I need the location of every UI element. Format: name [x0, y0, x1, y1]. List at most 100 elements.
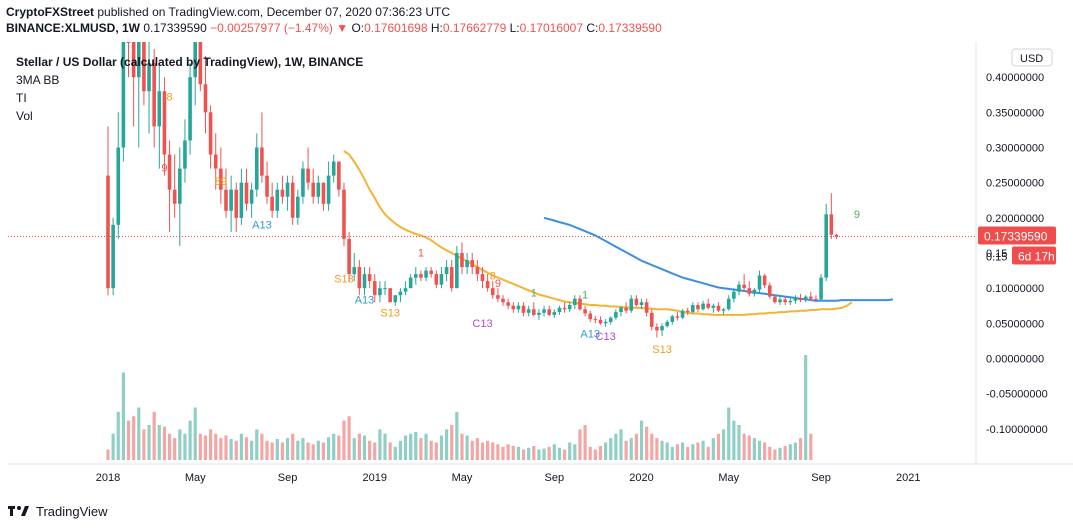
volume-bar [229, 439, 233, 460]
volume-bar [598, 446, 603, 460]
volume-bar [444, 429, 449, 460]
candle-body [203, 84, 208, 113]
volume-bar [316, 440, 320, 460]
volume-bar [214, 433, 218, 460]
volume-bar [111, 433, 115, 460]
volume-bar [624, 440, 628, 460]
volume-bar [280, 442, 285, 460]
candle-body [578, 298, 582, 310]
candle-body [593, 319, 598, 321]
candle-body [419, 274, 423, 278]
candle-body [767, 285, 772, 297]
y-tick-label: 0.10000000 [986, 283, 1044, 295]
volume-bar [383, 433, 387, 460]
candle-body [372, 281, 377, 296]
candle-body [213, 154, 218, 169]
volume-bar [521, 449, 526, 460]
volume-bar [804, 355, 808, 460]
x-tick-label: 2021 [896, 472, 920, 484]
candle-body [388, 288, 392, 303]
chart-area[interactable]: 0.40000000 0.35000000 0.30000000 0.25000000… [8, 42, 1073, 487]
candle-body [326, 175, 331, 204]
indicator-ti[interactable]: TI [16, 91, 27, 105]
open-label: O: [351, 21, 365, 35]
volume-bar [291, 433, 295, 460]
volume-bar [716, 433, 721, 460]
volume-bar [573, 444, 577, 460]
candle-body [157, 91, 162, 127]
volume-bar [265, 440, 269, 460]
volume-bar [152, 411, 156, 460]
volume-bar [167, 433, 172, 460]
candle-body [803, 296, 808, 301]
y-tick-label: 0.40000000 [986, 72, 1044, 84]
volume-bar [583, 425, 587, 460]
y-tick-label: 0.05000000 [986, 318, 1044, 330]
volume-bar [732, 420, 736, 460]
volume-bar [419, 438, 423, 460]
candle-body [819, 277, 823, 300]
volume-bar [660, 440, 664, 460]
candle-body [183, 140, 187, 169]
candle-body [506, 302, 510, 306]
candle-body [608, 317, 613, 322]
published-text: published on TradingView.com, December 0… [97, 5, 451, 19]
candle-body [547, 309, 551, 315]
candle-body [778, 299, 782, 303]
volume-bar [537, 449, 541, 460]
volume-bar [188, 420, 192, 460]
candle-body [598, 319, 603, 324]
partial-tick-label: 0.15 [986, 252, 1007, 264]
td-sequential-label: 8 [166, 91, 172, 103]
candle-body [757, 275, 762, 290]
candle-body [711, 305, 716, 308]
price-chart-svg[interactable]: 0.40000000 0.35000000 0.30000000 0.25000000… [8, 42, 1073, 487]
x-tick-label: May [718, 472, 739, 484]
volume-bar [486, 440, 490, 460]
candle-body [644, 302, 649, 313]
volume-bar [604, 442, 608, 460]
volume-bar [209, 429, 213, 460]
candle-body [814, 298, 818, 300]
volume-bar [157, 425, 161, 460]
y-tick-label: 0.25000000 [986, 178, 1044, 190]
volume-bar [116, 411, 120, 460]
candle-body [347, 238, 351, 275]
candle-body [485, 281, 490, 289]
volume-bar [783, 446, 787, 460]
candle-body [696, 305, 700, 310]
indicator-vol[interactable]: Vol [16, 109, 33, 123]
volume-bar [121, 372, 125, 460]
candle-body [439, 274, 444, 285]
candle-body [552, 312, 557, 315]
indicator-bb[interactable]: 3MA BB [16, 73, 60, 87]
td-sequential-label: 1 [531, 288, 537, 300]
x-tick-label: 2020 [629, 472, 653, 484]
candle-body [742, 284, 746, 289]
td-sequential-label: S13 [334, 274, 354, 286]
footer-brand-text[interactable]: TradingView [36, 503, 108, 519]
volume-bar [557, 447, 562, 460]
td-sequential-label: S13 [380, 307, 400, 319]
candle-body [254, 147, 259, 190]
candle-body [470, 260, 475, 268]
volume-bar [778, 447, 782, 460]
y-tick-label: 0.15 [986, 248, 1007, 260]
publisher-name[interactable]: CryptoFXStreet [6, 5, 95, 19]
candle-body [280, 189, 285, 197]
candle-body [378, 288, 382, 296]
candle-body [455, 253, 459, 289]
candle-body [588, 313, 593, 320]
chart-title[interactable]: Stellar / US Dollar (calculated by Tradi… [16, 55, 364, 69]
volume-bar [614, 433, 618, 460]
last-price: 0.17339590 [143, 21, 207, 35]
currency-label: USD [1020, 53, 1043, 65]
volume-bar [388, 442, 392, 460]
volume-bar [198, 433, 202, 460]
candle-body [531, 309, 536, 315]
volume-bar [301, 438, 305, 460]
symbol-label[interactable]: BINANCE:XLMUSD, 1W [6, 21, 140, 35]
volume-bar [496, 444, 500, 460]
volume-bar [798, 438, 803, 460]
td-sequential-label: 9 [854, 209, 860, 221]
